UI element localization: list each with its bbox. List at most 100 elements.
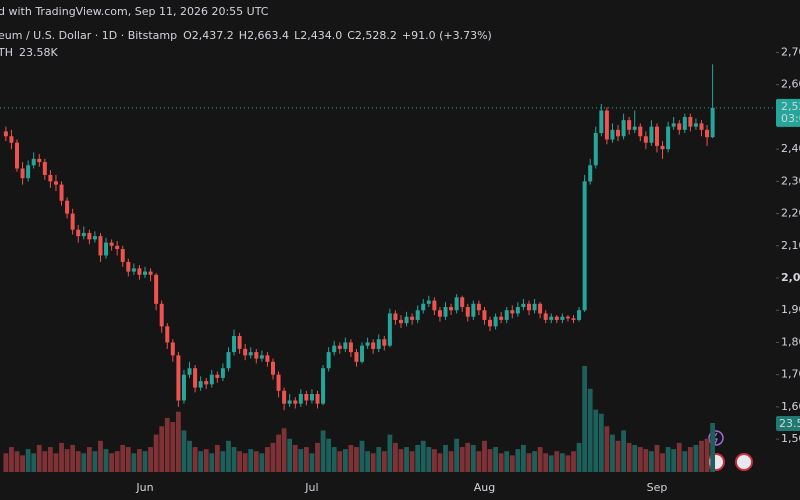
- candle-body: [343, 342, 348, 349]
- candle-body: [270, 361, 275, 375]
- volume-bar: [181, 430, 187, 472]
- volume-bar: [665, 447, 671, 472]
- candle-body: [220, 368, 225, 378]
- candle-body: [560, 316, 565, 320]
- candle-body: [109, 242, 114, 246]
- volume-bar: [593, 409, 599, 472]
- volume-bar: [159, 426, 165, 472]
- candle-body: [604, 110, 609, 140]
- candle-body: [282, 390, 287, 404]
- candle-body: [565, 316, 570, 319]
- y-tick-label: 1,900: [781, 303, 800, 316]
- event-icon[interactable]: [708, 430, 724, 446]
- candle-body: [710, 107, 715, 138]
- volume-axis-label: 23.58K: [779, 417, 800, 430]
- volume-bar: [415, 444, 421, 472]
- ohlc-value: 2,434.0: [300, 29, 342, 42]
- ohlc-value: 2,663.4: [247, 29, 289, 42]
- candle-body: [215, 374, 220, 378]
- volume-bar: [276, 434, 281, 472]
- candle-body: [104, 242, 109, 256]
- volume-bar: [459, 447, 465, 472]
- volume-bar: [498, 453, 504, 472]
- candle-body: [460, 297, 465, 308]
- volume-bar: [576, 442, 582, 472]
- candle-body: [65, 200, 70, 214]
- y-tick-label: 2,700: [781, 46, 800, 59]
- candle-body: [510, 310, 515, 314]
- volume-bar: [326, 438, 332, 472]
- candle-body: [538, 303, 543, 314]
- x-tick-label: Jun: [135, 481, 153, 494]
- candle-body: [348, 342, 353, 353]
- ohlc-label: H: [239, 29, 247, 42]
- ohlc-label: C: [347, 29, 355, 42]
- candle-body: [115, 245, 120, 250]
- candle-body: [237, 336, 242, 349]
- candle-body: [204, 381, 209, 385]
- candle-body: [354, 352, 359, 362]
- candle-body: [70, 213, 75, 230]
- candle-body: [382, 339, 387, 346]
- volume-bar: [381, 451, 387, 472]
- volume-bar: [571, 451, 576, 472]
- volume-bar: [565, 455, 571, 472]
- candle-body: [705, 129, 710, 138]
- candle-body: [254, 352, 259, 359]
- volume-bar: [303, 447, 309, 472]
- candle-body: [37, 158, 42, 163]
- candle-body: [693, 123, 698, 127]
- change-value: +91.0 (+3.73%): [402, 29, 492, 42]
- candle-body: [465, 307, 470, 317]
- volume-bar: [192, 447, 198, 472]
- volume-bar: [120, 444, 126, 472]
- candle-body: [682, 116, 687, 130]
- volume-bar: [376, 447, 382, 472]
- candle-body: [404, 316, 409, 324]
- volume-bar: [214, 444, 220, 472]
- volume-value: 23.58K: [19, 46, 58, 59]
- candle-body: [476, 303, 481, 311]
- volume-bar: [543, 453, 549, 472]
- volume-bar: [615, 440, 621, 472]
- volume-bar: [75, 451, 81, 472]
- last-price-box: [776, 98, 800, 127]
- volume-bar: [92, 451, 98, 472]
- volume-bar: [59, 442, 64, 472]
- candle-body: [154, 274, 159, 304]
- candle-body: [287, 400, 292, 404]
- event-flag[interactable]: [735, 453, 753, 471]
- candle-body: [421, 303, 426, 311]
- volume-bar: [320, 430, 326, 472]
- candle-body: [398, 319, 403, 324]
- candle-body: [499, 316, 504, 320]
- candle-body: [454, 297, 459, 311]
- candle-body: [632, 126, 637, 130]
- volume-bar: [504, 451, 510, 472]
- candles: [3, 64, 715, 411]
- candle-body: [371, 342, 376, 349]
- candle-body: [660, 145, 665, 150]
- candle-body: [627, 120, 632, 130]
- candle-body: [521, 303, 526, 308]
- volume-bar: [198, 451, 204, 472]
- candle-body: [449, 307, 454, 311]
- candle-body: [360, 345, 365, 362]
- candle-body: [415, 310, 420, 320]
- candle-body: [259, 355, 264, 359]
- volume-bar: [287, 438, 293, 472]
- candle-body: [582, 181, 587, 311]
- volume-bar: [398, 449, 404, 472]
- volume-bar: [443, 444, 448, 472]
- volume-bar: [315, 442, 320, 472]
- candle-body: [298, 394, 303, 404]
- volume-bar: [226, 440, 231, 472]
- ohlc-label: O: [183, 29, 192, 42]
- volume-bar: [554, 451, 560, 472]
- volume-bar: [153, 434, 159, 472]
- volume-bar: [265, 447, 270, 472]
- volume-bar: [114, 451, 120, 472]
- volume-bar: [409, 451, 415, 472]
- volume-bar: [393, 442, 398, 472]
- candle-body: [671, 123, 676, 127]
